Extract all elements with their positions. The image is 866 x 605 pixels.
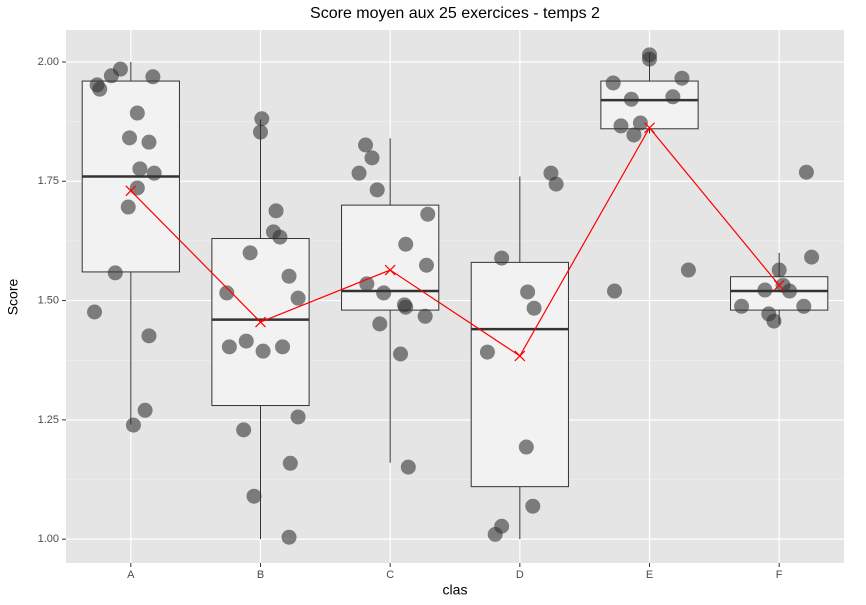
point bbox=[771, 262, 787, 278]
point bbox=[400, 459, 416, 475]
point bbox=[632, 115, 648, 131]
mean-marker bbox=[644, 122, 655, 134]
point bbox=[372, 316, 388, 332]
x-tick-label: A bbox=[127, 569, 135, 581]
point bbox=[275, 339, 291, 355]
point bbox=[246, 488, 262, 504]
point bbox=[642, 51, 657, 67]
point bbox=[613, 118, 629, 134]
point bbox=[494, 250, 510, 266]
point bbox=[734, 298, 750, 314]
point bbox=[376, 285, 392, 301]
point bbox=[766, 313, 782, 329]
point bbox=[520, 284, 536, 300]
point bbox=[107, 265, 123, 281]
point bbox=[398, 236, 414, 252]
point bbox=[132, 161, 148, 177]
point bbox=[796, 298, 812, 314]
point bbox=[122, 130, 138, 146]
x-tick-label: F bbox=[776, 569, 783, 581]
point bbox=[626, 127, 642, 143]
point bbox=[112, 61, 128, 77]
point bbox=[798, 164, 814, 180]
mean-marker bbox=[514, 350, 526, 362]
point bbox=[518, 439, 534, 455]
point bbox=[125, 417, 141, 433]
y-tick-label: 1.00 bbox=[38, 533, 59, 545]
point bbox=[393, 346, 409, 362]
point bbox=[281, 268, 297, 284]
point bbox=[623, 91, 639, 107]
x-tick-label: B bbox=[257, 569, 264, 581]
y-tick-label: 1.75 bbox=[38, 175, 59, 187]
point bbox=[254, 111, 270, 127]
point bbox=[141, 328, 157, 344]
point bbox=[417, 308, 433, 324]
x-axis-title: clas bbox=[443, 582, 468, 598]
point bbox=[487, 526, 503, 542]
point bbox=[141, 134, 157, 150]
point bbox=[665, 89, 681, 105]
y-tick-label: 2.00 bbox=[38, 56, 59, 68]
point bbox=[782, 283, 798, 299]
point bbox=[369, 182, 385, 198]
point bbox=[351, 165, 367, 181]
point bbox=[282, 455, 298, 471]
point bbox=[120, 199, 136, 215]
x-tick-label: D bbox=[516, 569, 524, 581]
point bbox=[221, 339, 237, 355]
y-tick-label: 1.25 bbox=[38, 414, 59, 426]
point bbox=[680, 262, 696, 278]
point bbox=[606, 283, 622, 299]
point bbox=[145, 69, 161, 85]
point bbox=[129, 180, 145, 196]
mean-line bbox=[130, 126, 780, 357]
point bbox=[290, 409, 306, 425]
point bbox=[268, 203, 284, 219]
mean-marker bbox=[384, 264, 396, 276]
x-tick-label: E bbox=[646, 569, 653, 581]
point bbox=[398, 299, 414, 315]
point bbox=[364, 150, 380, 166]
point bbox=[92, 81, 108, 97]
point bbox=[359, 276, 375, 292]
point bbox=[757, 282, 773, 298]
point bbox=[526, 300, 542, 316]
point bbox=[525, 498, 541, 514]
mean-marker bbox=[255, 316, 266, 328]
point bbox=[87, 304, 103, 320]
point bbox=[548, 176, 564, 192]
point bbox=[146, 165, 162, 181]
panel bbox=[66, 30, 844, 563]
point bbox=[281, 529, 297, 545]
point bbox=[137, 402, 153, 418]
point bbox=[255, 343, 271, 359]
point bbox=[236, 422, 252, 438]
point bbox=[253, 124, 268, 140]
point bbox=[238, 333, 254, 349]
point bbox=[804, 249, 820, 265]
point bbox=[674, 70, 690, 86]
point bbox=[242, 245, 258, 261]
point bbox=[290, 290, 306, 306]
mean-marker bbox=[773, 279, 785, 291]
x-tick-label: C bbox=[386, 569, 394, 581]
y-tick-label: 1.50 bbox=[38, 294, 59, 306]
point bbox=[272, 229, 288, 245]
mean-marker bbox=[125, 185, 137, 197]
point bbox=[358, 137, 374, 153]
point bbox=[418, 257, 434, 273]
point bbox=[479, 344, 495, 360]
point bbox=[219, 285, 235, 301]
y-axis-title: Score bbox=[5, 279, 21, 316]
point bbox=[129, 105, 145, 121]
chart-title: Score moyen aux 25 exercices - temps 2 bbox=[310, 5, 600, 22]
point bbox=[420, 206, 436, 222]
point bbox=[605, 75, 621, 91]
